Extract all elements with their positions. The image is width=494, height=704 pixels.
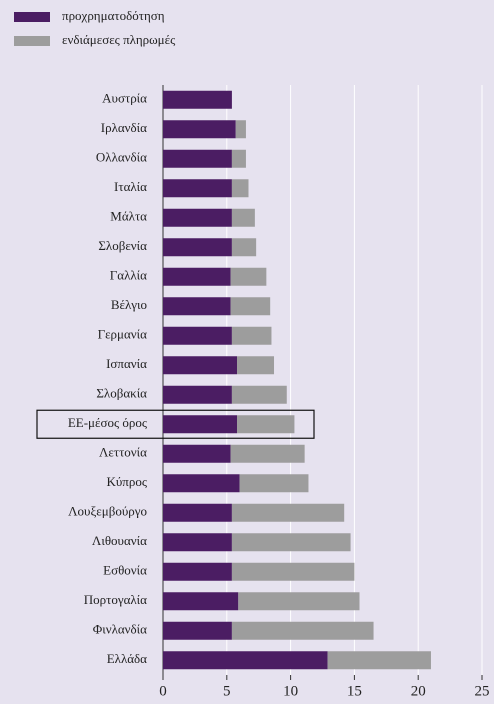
bar-segment (163, 444, 231, 463)
bar-segment (327, 651, 431, 670)
y-tick-label: Λιθουανία (92, 533, 147, 548)
bar-segment (231, 621, 374, 640)
bar-segment (163, 533, 232, 552)
y-tick-label: Γαλλία (110, 268, 147, 283)
bar-segment (231, 238, 257, 257)
x-tick-label: 10 (283, 683, 298, 699)
bar-segment (239, 474, 309, 493)
legend-label: ενδιάμεσες πληρωμές (62, 32, 176, 47)
x-tick-label: 20 (411, 683, 426, 699)
y-tick-label: Ισπανία (106, 356, 147, 371)
y-tick-label: Σλοβακία (96, 386, 147, 401)
y-tick-label: Λεττονία (99, 445, 147, 460)
bar-segment (163, 592, 239, 611)
x-tick-label: 5 (223, 683, 231, 699)
bar-segment (163, 562, 232, 581)
bar-segment (163, 385, 232, 404)
y-tick-label: Μάλτα (110, 209, 147, 224)
bar-segment (235, 120, 246, 139)
y-tick-label: Γερμανία (98, 327, 148, 342)
bar-segment (163, 208, 232, 227)
bar-segment (163, 474, 240, 493)
y-tick-label: Κύπρος (106, 474, 147, 489)
y-tick-label: Αυστρία (102, 91, 147, 106)
bar-segment (231, 533, 351, 552)
bar-segment (237, 415, 295, 434)
bar-segment (231, 385, 287, 404)
y-tick-label: Εσθονία (103, 563, 147, 578)
bar-segment (230, 267, 267, 286)
y-tick-label: Ιρλανδία (101, 120, 147, 135)
bar-segment (237, 356, 275, 375)
bar-segment (163, 90, 232, 109)
x-tick-label: 15 (347, 683, 362, 699)
bar-segment (231, 562, 355, 581)
highlight-box (36, 409, 315, 439)
x-tick-label: 0 (159, 683, 167, 699)
y-tick-label: Πορτογαλία (84, 592, 147, 607)
bar-segment (163, 267, 231, 286)
bar-segment (231, 326, 272, 345)
y-tick-label: Ολλανδία (96, 150, 147, 165)
bar-segment (163, 149, 232, 168)
bar-segment (238, 592, 360, 611)
bar-segment (163, 415, 238, 434)
y-tick-label: Ελλάδα (107, 651, 147, 666)
bar-segment (163, 356, 238, 375)
y-tick-label: Ιταλία (114, 179, 147, 194)
bar-segment (230, 444, 305, 463)
bar-segment (163, 297, 231, 316)
y-tick-label: Φινλανδία (93, 622, 147, 637)
bar-segment (231, 149, 246, 168)
y-tick-label: ΕΕ-μέσος όρος (68, 415, 148, 430)
bar-segment (163, 621, 232, 640)
bar-segment (231, 179, 249, 198)
y-tick-label: Σλοβενία (98, 238, 147, 253)
x-tick-label: 25 (475, 683, 490, 699)
y-tick-label: Βέλγιο (111, 297, 147, 312)
y-tick-label: Λουξεμβούργο (68, 504, 147, 519)
bar-segment (231, 503, 345, 522)
bar-segment (163, 238, 232, 257)
bar-segment (163, 503, 232, 522)
legend-swatch (14, 12, 50, 22)
bar-segment (231, 208, 255, 227)
bar-segment (163, 326, 232, 345)
bar-segment (163, 179, 232, 198)
legend-label: προχρηματοδότηση (62, 8, 165, 23)
bar-segment (163, 120, 236, 139)
bar-segment (163, 651, 328, 670)
legend-swatch (14, 36, 50, 46)
bar-segment (230, 297, 271, 316)
